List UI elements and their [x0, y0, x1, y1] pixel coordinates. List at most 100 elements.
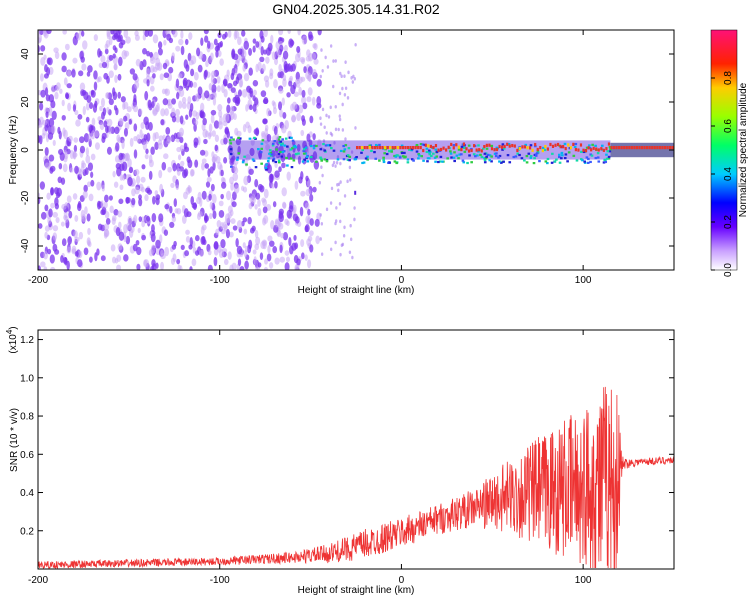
noise-blob	[118, 231, 125, 241]
noise-blob	[141, 220, 146, 228]
noise-blob	[82, 190, 88, 199]
noise-blob	[329, 247, 333, 252]
noise-blob	[119, 184, 124, 191]
band-cell	[588, 147, 592, 150]
ridge-cell	[485, 143, 488, 147]
ridge-cell	[361, 146, 364, 150]
ridge-cell	[442, 146, 445, 150]
noise-blob	[349, 178, 352, 182]
y-tick-label: 0.8	[20, 412, 34, 423]
noise-blob	[299, 56, 306, 63]
band-cell	[555, 158, 558, 161]
band-cell	[470, 161, 473, 164]
noise-blob	[199, 249, 204, 257]
noise-blob	[121, 161, 128, 172]
noise-blob	[204, 69, 208, 78]
band-cell	[426, 160, 429, 163]
noise-blob	[296, 45, 301, 53]
noise-blob	[333, 140, 336, 145]
noise-blob	[158, 135, 164, 141]
noise-blob	[146, 68, 151, 78]
noise-blob	[39, 102, 44, 111]
noise-blob	[248, 239, 253, 250]
band-cell	[323, 149, 327, 152]
band-cell	[546, 157, 550, 161]
snr-panel: -200 -100 0 100 0.2 0.4 0.6 0.8 1.0 1.2 Height o…	[5, 326, 675, 596]
noise-blob	[118, 56, 123, 67]
noise-blob	[213, 248, 219, 256]
noise-blob	[157, 41, 163, 49]
band-cell	[385, 152, 389, 156]
ridge-cell	[429, 144, 432, 149]
noise-blob	[218, 200, 224, 207]
noise-blob	[178, 38, 184, 46]
band-cell	[302, 149, 306, 153]
ridge-cell	[358, 146, 361, 150]
noise-blob	[154, 131, 159, 140]
noise-blob	[50, 187, 55, 196]
band-cell	[525, 161, 529, 164]
noise-blob	[178, 100, 183, 109]
band-cell	[272, 157, 276, 160]
noise-blob	[313, 58, 319, 65]
noise-blob	[334, 221, 337, 226]
noise-blob	[243, 40, 250, 50]
band-cell	[229, 152, 233, 156]
noise-blob	[334, 240, 337, 245]
band-cell	[507, 143, 511, 146]
noise-blob	[96, 181, 102, 191]
noise-blob	[162, 98, 169, 106]
noise-blob	[300, 129, 305, 137]
noise-blob	[134, 34, 140, 41]
noise-blob	[90, 130, 96, 140]
band-cell	[355, 156, 358, 159]
noise-blob	[90, 171, 94, 178]
ridge-cell	[584, 149, 588, 153]
colorbar-tick-label: 0.0	[723, 263, 734, 277]
noise-blob	[207, 56, 213, 64]
noise-blob	[248, 168, 254, 175]
noise-blob	[128, 118, 132, 125]
noise-blob	[93, 70, 98, 80]
band-cell	[260, 147, 263, 150]
noise-blob	[104, 194, 109, 203]
ridge-cell	[643, 146, 646, 150]
band-cell	[558, 153, 561, 156]
band-cell	[518, 153, 521, 157]
noise-blob	[234, 127, 239, 136]
noise-blob	[309, 230, 314, 237]
noise-blob	[152, 73, 156, 79]
noise-blob	[76, 32, 81, 41]
noise-blob	[189, 237, 193, 247]
noise-blob	[155, 239, 161, 249]
noise-blob	[136, 263, 141, 270]
noise-blob	[160, 261, 164, 270]
noise-blob	[237, 89, 242, 97]
noise-blob	[263, 188, 269, 199]
band-cell	[587, 157, 590, 161]
noise-blob	[293, 234, 297, 241]
noise-blob	[151, 259, 156, 268]
noise-blob	[134, 168, 140, 176]
band-cell	[332, 149, 336, 152]
band-cell	[608, 150, 612, 153]
noise-blob	[163, 39, 167, 46]
noise-blob	[212, 91, 217, 99]
noise-blob	[154, 141, 159, 151]
band-cell	[415, 150, 419, 153]
band-cell	[269, 154, 273, 157]
noise-blob	[313, 42, 318, 51]
band-cell	[575, 159, 579, 162]
noise-blob	[54, 91, 59, 100]
noise-blob	[204, 213, 208, 221]
noise-blob	[144, 30, 149, 38]
noise-blob	[226, 104, 231, 114]
noise-blob	[125, 36, 131, 44]
band-cell	[280, 155, 284, 158]
band-cell	[574, 142, 578, 146]
band-cell	[495, 152, 498, 155]
band-cell	[361, 148, 364, 152]
noise-blob	[334, 127, 338, 132]
noise-blob	[142, 48, 148, 55]
band-cell	[229, 165, 233, 168]
